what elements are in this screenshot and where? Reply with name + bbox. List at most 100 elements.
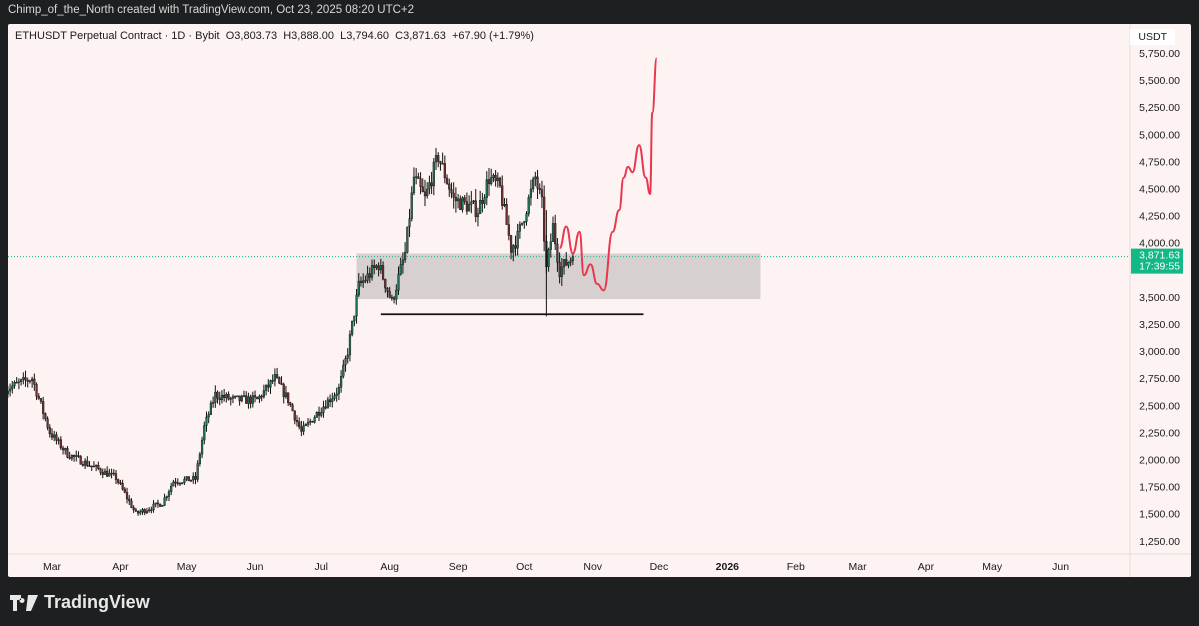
candle-body <box>216 391 219 399</box>
candle-body <box>520 222 524 225</box>
candle-body <box>95 465 98 467</box>
price-chart[interactable]: 5,750.00 5,500.00 5,250.00 5,000.00 4,750.00… <box>8 24 1191 577</box>
candle-body <box>401 259 405 265</box>
candle-body <box>134 509 137 512</box>
candle-body <box>187 476 190 482</box>
y-tick-label: 4,250.00 <box>1139 211 1180 223</box>
candle-body <box>130 500 133 508</box>
x-tick-label: Oct <box>516 561 532 573</box>
candle-body <box>368 273 371 278</box>
candle-body <box>35 384 38 397</box>
candle-body <box>448 183 451 190</box>
candle-body <box>430 182 433 187</box>
candle-body <box>567 262 570 266</box>
candle-body <box>170 485 173 492</box>
candle-body <box>468 203 471 212</box>
candle-body <box>13 382 16 387</box>
candle-body <box>154 502 157 505</box>
candle-body <box>141 509 144 512</box>
candle-body <box>90 465 93 468</box>
candle-body <box>178 482 182 485</box>
candle-body <box>247 396 250 404</box>
candle-body <box>75 455 78 457</box>
candle-body <box>156 502 160 505</box>
candle-body <box>362 280 365 283</box>
candle-body <box>337 387 341 395</box>
candle-body <box>92 465 96 468</box>
candle-body <box>331 398 334 403</box>
candle-body <box>236 395 239 398</box>
candle-body <box>412 176 416 194</box>
candle-body <box>432 161 435 187</box>
x-tick-label: Mar <box>43 561 62 573</box>
candle-body <box>534 176 537 180</box>
candle-body <box>381 265 385 280</box>
candle-body <box>492 175 495 178</box>
candle-body <box>437 155 440 162</box>
candle-body <box>24 377 27 381</box>
candle-body <box>298 421 301 428</box>
candle-body <box>551 223 555 242</box>
candle-body <box>207 414 210 418</box>
candle-body <box>176 482 179 485</box>
x-tick-label: Aug <box>380 561 399 573</box>
candle-body <box>406 226 409 253</box>
candle-body <box>518 224 521 232</box>
y-tick-label: 5,250.00 <box>1139 102 1180 114</box>
candle-body <box>53 434 56 438</box>
candle-body <box>390 297 393 299</box>
bar-countdown: 17:39:55 <box>1139 261 1180 273</box>
candle-body <box>205 416 208 426</box>
candle-body <box>384 278 387 289</box>
tradingview-logo[interactable]: TradingView <box>10 592 150 613</box>
currency-label[interactable]: USDT <box>1130 29 1175 45</box>
candle-body <box>549 241 552 250</box>
candle-body <box>304 424 307 426</box>
candle-body <box>494 175 497 181</box>
candle-body <box>395 289 398 300</box>
candle-body <box>313 417 316 423</box>
x-tick-label: Jul <box>315 561 328 573</box>
candle-body <box>251 395 254 404</box>
candle-body <box>174 481 177 484</box>
candle-body <box>253 395 257 398</box>
candle-body <box>404 252 407 261</box>
candle-body <box>287 392 290 403</box>
candle-body <box>355 294 358 317</box>
candle-body <box>342 364 345 377</box>
candle-body <box>276 374 279 378</box>
candle-body <box>496 177 499 181</box>
candle-body <box>139 511 142 514</box>
y-tick-label: 1,250.00 <box>1139 536 1180 548</box>
candle-body <box>240 395 243 402</box>
candle-body <box>348 334 352 356</box>
candle-body <box>42 401 45 414</box>
last-price-tag <box>1131 248 1183 274</box>
candle-body <box>192 476 195 481</box>
candle-body <box>459 198 462 210</box>
candle-body <box>498 177 502 186</box>
candle-body <box>106 470 109 477</box>
candle-body <box>366 273 369 281</box>
candle-body <box>258 395 261 400</box>
candle-body <box>81 464 84 466</box>
candle-body <box>145 510 149 514</box>
candle-body <box>114 473 118 480</box>
candle-body <box>483 197 486 204</box>
candle-body <box>150 509 153 512</box>
candle-body <box>66 448 69 458</box>
y-tick-label: 2,000.00 <box>1139 455 1180 467</box>
x-tick-label: May <box>982 561 1003 573</box>
candle-body <box>234 396 237 398</box>
candle-body <box>31 378 34 382</box>
candle-body <box>529 188 533 198</box>
candle-body <box>450 188 453 194</box>
chart-frame[interactable]: 5,750.00 5,500.00 5,250.00 5,000.00 4,750.00… <box>8 24 1191 577</box>
candle-body <box>79 456 82 465</box>
candle-body <box>428 182 431 190</box>
candle-body <box>479 200 482 215</box>
candle-body <box>311 420 314 423</box>
candle-body <box>57 439 60 441</box>
candle-body <box>289 402 292 405</box>
candle-body <box>417 176 420 179</box>
